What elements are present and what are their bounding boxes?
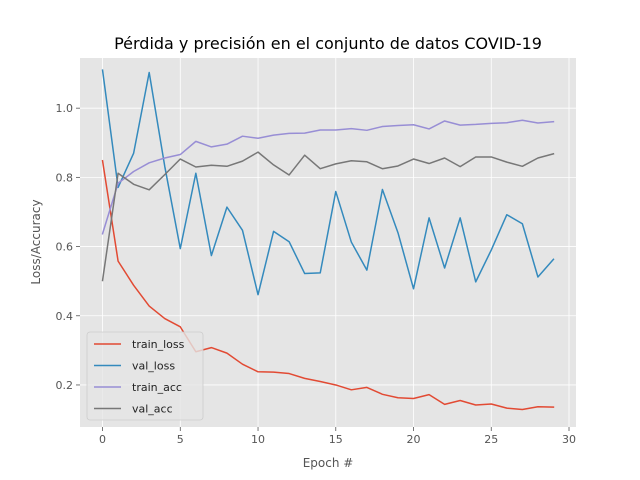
series-line-train-loss xyxy=(101,159,555,411)
x-tick-label: 10 xyxy=(251,433,265,446)
legend: train_loss val_loss train_acc val_acc xyxy=(86,331,204,421)
x-tick-label: 15 xyxy=(329,433,343,446)
y-axis-label: Loss/Accuracy xyxy=(29,199,43,284)
x-tick-label: 25 xyxy=(484,433,498,446)
x-tick-label: 30 xyxy=(562,433,576,446)
y-tick-label: 1.0 xyxy=(56,102,74,115)
chart-title: Pérdida y precisión en el conjunto de da… xyxy=(114,34,542,53)
x-tick-label: 0 xyxy=(99,433,106,446)
y-tick-label: 0.8 xyxy=(56,171,74,184)
x-tick-label: 20 xyxy=(407,433,421,446)
legend-label: train_acc xyxy=(132,381,182,394)
y-tick-label: 0.2 xyxy=(56,379,74,392)
legend-label: val_acc xyxy=(132,403,173,416)
legend-box xyxy=(86,331,204,421)
tick-layer: 0 5 10 15 20 25 30 0.2 0.4 0.6 0.8 1.0 xyxy=(56,102,577,446)
x-axis-label: Epoch # xyxy=(303,456,354,470)
series-line-val-loss xyxy=(101,69,555,296)
legend-label: val_loss xyxy=(132,360,175,373)
series-layer xyxy=(101,69,555,411)
series-line-val-acc xyxy=(101,151,555,282)
x-tick-label: 5 xyxy=(177,433,184,446)
legend-label: train_loss xyxy=(132,338,185,351)
y-tick-label: 0.4 xyxy=(56,310,74,323)
series-line-train-acc xyxy=(101,119,555,235)
y-tick-label: 0.6 xyxy=(56,241,74,254)
